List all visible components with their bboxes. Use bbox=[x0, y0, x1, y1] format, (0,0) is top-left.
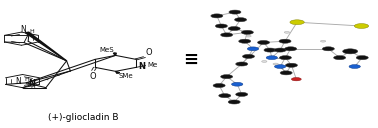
Circle shape bbox=[236, 92, 248, 96]
Circle shape bbox=[262, 61, 267, 62]
Circle shape bbox=[266, 56, 277, 60]
Circle shape bbox=[232, 82, 243, 86]
Text: N: N bbox=[15, 77, 21, 86]
Circle shape bbox=[279, 56, 291, 60]
Text: O: O bbox=[145, 48, 152, 57]
Circle shape bbox=[241, 30, 253, 34]
Circle shape bbox=[242, 54, 254, 58]
Circle shape bbox=[284, 31, 290, 33]
Circle shape bbox=[343, 49, 358, 54]
Circle shape bbox=[246, 35, 251, 37]
Circle shape bbox=[321, 40, 326, 42]
Circle shape bbox=[274, 48, 286, 52]
Circle shape bbox=[221, 75, 233, 79]
Text: H: H bbox=[31, 85, 36, 90]
Circle shape bbox=[239, 39, 251, 43]
Circle shape bbox=[221, 33, 233, 37]
Circle shape bbox=[279, 39, 291, 43]
Circle shape bbox=[290, 20, 304, 25]
Circle shape bbox=[322, 47, 335, 51]
Circle shape bbox=[280, 71, 292, 75]
Text: N: N bbox=[28, 79, 35, 88]
Circle shape bbox=[247, 47, 259, 51]
Text: H: H bbox=[29, 29, 34, 34]
Text: N: N bbox=[139, 62, 146, 71]
Polygon shape bbox=[25, 32, 67, 61]
Circle shape bbox=[356, 56, 368, 60]
Circle shape bbox=[211, 14, 223, 18]
Circle shape bbox=[228, 26, 240, 31]
Text: SMe: SMe bbox=[119, 73, 133, 79]
Text: Me: Me bbox=[147, 62, 158, 68]
Text: ≡: ≡ bbox=[183, 51, 198, 69]
Circle shape bbox=[334, 56, 345, 60]
Circle shape bbox=[215, 24, 228, 28]
Polygon shape bbox=[116, 71, 119, 73]
Text: (+)-gliocladin B: (+)-gliocladin B bbox=[48, 113, 119, 122]
Text: O: O bbox=[90, 72, 96, 81]
Circle shape bbox=[264, 48, 276, 52]
Circle shape bbox=[236, 62, 248, 66]
Circle shape bbox=[349, 65, 360, 68]
Text: MeS: MeS bbox=[99, 47, 114, 53]
Polygon shape bbox=[113, 53, 116, 55]
Circle shape bbox=[285, 47, 297, 51]
Circle shape bbox=[219, 94, 231, 98]
Circle shape bbox=[257, 40, 270, 45]
Circle shape bbox=[228, 100, 240, 104]
Circle shape bbox=[213, 83, 225, 88]
Circle shape bbox=[354, 24, 369, 28]
Circle shape bbox=[235, 18, 246, 22]
Circle shape bbox=[274, 65, 286, 68]
Circle shape bbox=[229, 10, 241, 14]
Circle shape bbox=[285, 63, 297, 67]
Text: N: N bbox=[20, 25, 26, 34]
Circle shape bbox=[273, 63, 278, 65]
Text: H: H bbox=[25, 77, 29, 82]
Circle shape bbox=[291, 78, 301, 81]
